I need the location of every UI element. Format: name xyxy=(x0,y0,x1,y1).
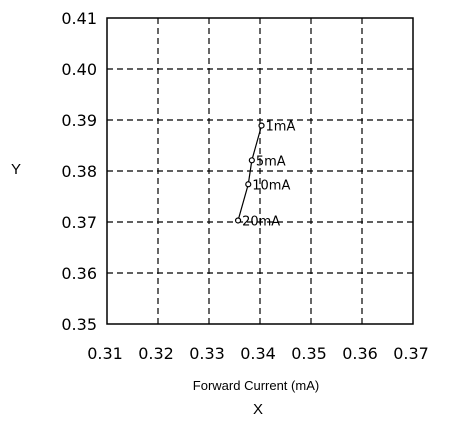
x-axis-ticks: 0.31 0.32 0.33 0.34 0.35 0.36 0.37 xyxy=(87,344,429,363)
x-tick-label: 0.34 xyxy=(240,344,276,363)
x-tick-label: 0.36 xyxy=(342,344,378,363)
x-tick-label: 0.31 xyxy=(87,344,123,363)
x-axis-letter: X xyxy=(253,401,263,418)
data-label: 5mA xyxy=(256,154,286,169)
data-label: 20mA xyxy=(242,214,280,229)
x-axis-label: Forward Current (mA) xyxy=(193,378,319,393)
x-tick-label: 0.32 xyxy=(138,344,174,363)
x-tick-label: 0.33 xyxy=(189,344,225,363)
data-point xyxy=(245,181,252,188)
data-label: 1mA xyxy=(266,120,296,135)
y-axis-label: Y xyxy=(11,161,21,178)
series-line xyxy=(237,125,263,221)
y-tick-label: 0.36 xyxy=(61,264,97,283)
y-tick-label: 0.38 xyxy=(61,162,97,181)
x-tick-label: 0.35 xyxy=(291,344,327,363)
y-tick-label: 0.35 xyxy=(61,315,97,334)
plot-area-frame xyxy=(106,17,414,325)
data-point xyxy=(258,122,265,129)
data-point xyxy=(248,157,255,164)
y-tick-label: 0.40 xyxy=(61,60,97,79)
y-tick-label: 0.39 xyxy=(61,111,97,130)
y-axis-ticks: 0.35 0.36 0.37 0.38 0.39 0.40 0.41 xyxy=(61,9,97,334)
y-tick-label: 0.41 xyxy=(61,9,97,28)
y-tick-label: 0.37 xyxy=(61,213,97,232)
data-label: 10mA xyxy=(252,178,290,193)
series: 1mA 5mA 10mA 20mA xyxy=(234,120,296,229)
data-point xyxy=(234,217,242,224)
x-tick-label: 0.37 xyxy=(393,344,429,363)
grid xyxy=(107,18,413,324)
